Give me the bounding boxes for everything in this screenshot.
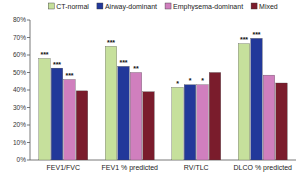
bar — [263, 75, 275, 160]
significance-label: *** — [40, 51, 48, 58]
y-tick — [27, 37, 30, 38]
legend-label: Airway-dominant — [105, 3, 157, 11]
legend-label: CT-normal — [56, 3, 89, 10]
y-tick — [27, 72, 30, 73]
legend: CT-normal Airway-dominant Emphysema-domina… — [48, 3, 278, 11]
bar — [197, 85, 209, 160]
bar — [130, 73, 142, 161]
significance-label: * — [201, 77, 204, 84]
y-tick — [27, 107, 30, 108]
significance-label: ** — [133, 65, 139, 72]
x-tick-label: FEV1/FVC — [47, 164, 80, 171]
bar — [276, 83, 288, 160]
bars — [39, 38, 288, 160]
bar — [209, 73, 221, 161]
y-tick — [27, 142, 30, 143]
significance-label: * — [189, 77, 192, 84]
y-tick — [27, 160, 30, 161]
significance-label: *** — [107, 39, 115, 46]
bar — [118, 66, 130, 160]
bar — [76, 91, 88, 160]
bar — [184, 85, 196, 160]
legend-item: Emphysema-dominant — [165, 3, 243, 11]
legend-label: Mixed — [259, 3, 278, 10]
legend-swatch — [165, 3, 171, 9]
legend-swatch — [97, 3, 103, 9]
legend-item: Airway-dominant — [97, 3, 157, 11]
y-tick-label: 60% — [13, 51, 26, 58]
legend-label: Emphysema-dominant — [173, 3, 243, 11]
y-tick-label: 50% — [13, 69, 26, 76]
y-tick-label: 40% — [13, 86, 26, 93]
bar — [238, 44, 250, 160]
significance-label: * — [176, 80, 179, 87]
bar — [172, 87, 184, 160]
y-tick — [27, 20, 30, 21]
x-tick-label: DLCO % predicted — [234, 164, 292, 172]
legend-item: CT-normal — [48, 3, 89, 10]
y-axis: 0% 10% 20% 30% 40% 50% 60% 70% 80% — [13, 16, 30, 163]
bar — [251, 38, 263, 160]
significance-label: *** — [65, 72, 73, 79]
bar — [143, 92, 155, 160]
x-tick-label: FEV1 % predicted — [102, 164, 159, 172]
significance-label: *** — [119, 59, 127, 66]
y-tick-label: 70% — [13, 34, 26, 41]
y-tick — [27, 125, 30, 126]
labels: ************************** — [40, 31, 260, 87]
significance-label: *** — [252, 31, 260, 38]
y-tick-label: 80% — [13, 16, 26, 23]
legend-swatch — [48, 3, 54, 9]
y-tick-label: 10% — [13, 139, 26, 146]
bar — [64, 80, 76, 161]
bar — [105, 46, 117, 160]
significance-label: *** — [240, 36, 248, 43]
legend-item: Mixed — [251, 3, 278, 10]
legend-swatch — [251, 3, 257, 9]
y-tick-label: 30% — [13, 104, 26, 111]
y-tick — [27, 55, 30, 56]
bar — [39, 59, 51, 161]
x-tick-label: RV/TLC — [184, 164, 209, 171]
y-tick-label: 20% — [13, 121, 26, 128]
chart: CT-normal Airway-dominant Emphysema-domina… — [0, 0, 300, 177]
y-tick-label: 0% — [17, 156, 27, 163]
bar — [51, 68, 63, 160]
y-tick — [27, 90, 30, 91]
significance-label: *** — [53, 61, 61, 68]
